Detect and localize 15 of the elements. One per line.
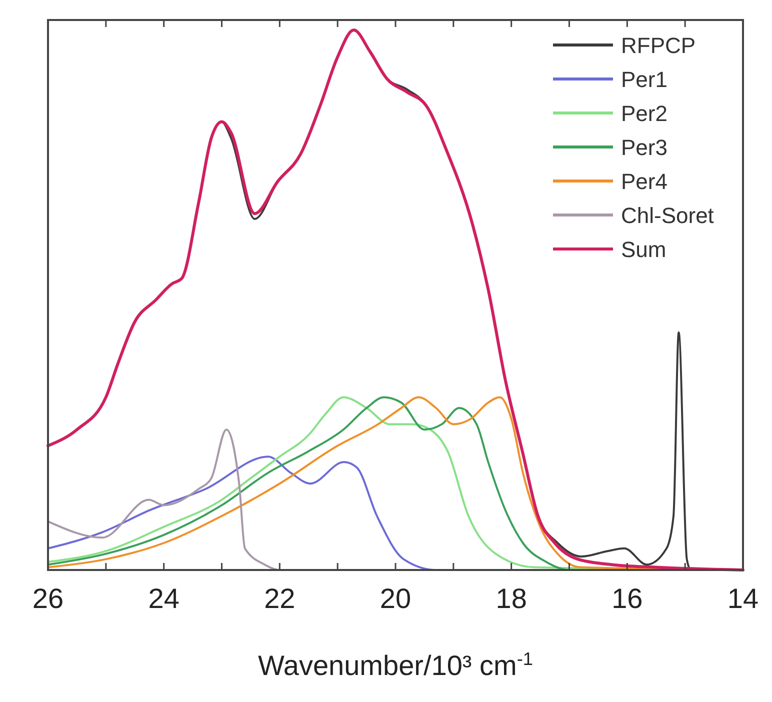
legend-label: Chl-Soret — [621, 203, 714, 228]
legend-label: Per1 — [621, 67, 668, 92]
legend-label: Per4 — [621, 169, 668, 194]
x-tick-label: 14 — [727, 583, 759, 614]
x-tick-label: 16 — [612, 583, 643, 614]
x-tick-label: 26 — [32, 583, 64, 614]
x-axis-title: Wavenumber/10³ cm$^{-1}$ — [258, 649, 533, 681]
legend-label: Per3 — [621, 135, 668, 160]
x-tick-label: 24 — [148, 583, 180, 614]
legend-label: Per2 — [621, 101, 668, 126]
x-tick-label: 20 — [380, 583, 412, 614]
x-tick-label: 18 — [496, 583, 527, 614]
legend-label: Sum — [621, 237, 666, 262]
legend-label: RFPCP — [621, 33, 696, 58]
x-tick-label: 22 — [264, 583, 296, 614]
